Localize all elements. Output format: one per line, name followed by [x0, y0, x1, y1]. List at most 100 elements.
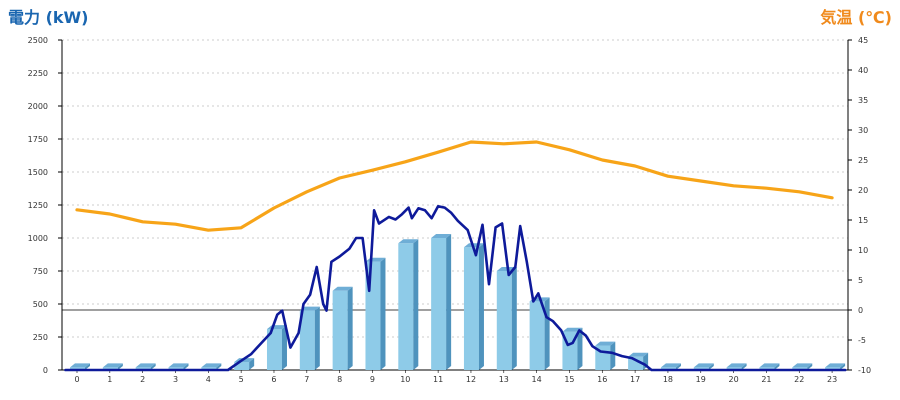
x-tick-label: 20 [729, 375, 739, 384]
bar-face [825, 367, 841, 370]
bar-top [825, 363, 846, 368]
bar-face [431, 238, 447, 370]
temperature-axis-title: 気温 (℃) [820, 8, 892, 27]
bar-side [117, 363, 123, 370]
left-tick-label: 2500 [28, 36, 48, 45]
bar-side [610, 341, 616, 370]
power-bar [496, 267, 517, 370]
right-tick-label: 0 [858, 306, 863, 315]
right-tick-label: 15 [858, 216, 868, 225]
bar-side [840, 363, 846, 370]
left-tick-label: 1000 [28, 234, 48, 243]
bar-top [726, 363, 747, 368]
bar-face [234, 362, 250, 370]
x-tick-label: 2 [140, 375, 145, 384]
right-tick-label: 35 [858, 96, 868, 105]
left-tick-label: 0 [43, 366, 48, 375]
x-tick-label: 17 [630, 375, 640, 384]
left-tick-label: 500 [33, 300, 48, 309]
x-tick-label: 3 [173, 375, 178, 384]
axes-layer [58, 39, 852, 373]
left-tick-label: 750 [33, 267, 48, 276]
bar-face [693, 367, 709, 370]
power-bar [168, 363, 189, 370]
bar-side [314, 306, 320, 370]
bar-side [446, 234, 452, 370]
grid-layer [62, 39, 848, 338]
x-tick-label: 23 [827, 375, 837, 384]
power-line [64, 205, 847, 372]
power-bar [529, 297, 550, 370]
bar-face [299, 310, 315, 370]
bar-face [332, 290, 348, 370]
bar-top [102, 363, 123, 368]
bar-face [660, 367, 676, 370]
right-tick-label: 5 [858, 276, 863, 285]
x-tick-label: 19 [696, 375, 706, 384]
bar-face [266, 329, 282, 370]
bar-side [478, 243, 484, 370]
bar-side [183, 363, 189, 370]
left-tick-label: 2000 [28, 102, 48, 111]
power-bar [562, 327, 583, 370]
bar-face [726, 367, 742, 370]
x-tick-label: 10 [400, 375, 410, 384]
x-tick-label: 8 [337, 375, 342, 384]
power-bar [693, 363, 714, 370]
bar-top [70, 363, 90, 368]
bar-side [413, 239, 419, 370]
bar-face [201, 367, 217, 370]
bar-top [660, 363, 681, 368]
x-tick-label: 15 [564, 375, 574, 384]
labels-layer: 02505007501000125015001750200022502500-1… [28, 36, 871, 384]
power-bar [299, 306, 320, 370]
power-bar [726, 363, 747, 370]
right-tick-label: 45 [858, 36, 868, 45]
bar-face [792, 367, 808, 370]
bar-side [150, 363, 156, 370]
bar-top [693, 363, 714, 368]
bar-top [792, 363, 813, 368]
bars-layer [70, 234, 846, 370]
left-tick-label: 1750 [28, 135, 48, 144]
power-bar [595, 341, 616, 370]
bar-face [496, 271, 512, 370]
power-bar [102, 363, 123, 370]
bar-top [332, 286, 353, 291]
bar-top [135, 363, 156, 368]
power-bar [398, 239, 419, 370]
bar-side [544, 297, 550, 370]
bar-top [628, 352, 649, 357]
bar-side [807, 363, 813, 370]
bar-side [281, 325, 287, 370]
x-tick-label: 18 [663, 375, 673, 384]
bar-face [168, 367, 184, 370]
bar-top [595, 341, 616, 346]
bar-face [628, 356, 644, 370]
bar-face [102, 367, 118, 370]
bar-side [511, 267, 517, 370]
bar-side [675, 363, 681, 370]
power-bar [70, 363, 90, 370]
bar-side [216, 363, 222, 370]
right-tick-label: -5 [858, 336, 866, 345]
left-tick-label: 250 [33, 333, 48, 342]
bar-face [398, 243, 414, 370]
right-tick-label: 25 [858, 156, 868, 165]
power-bar [759, 363, 780, 370]
bar-top [201, 363, 222, 368]
x-tick-label: 21 [761, 375, 771, 384]
power-axis-title: 電力 (kW) [8, 8, 89, 27]
x-tick-label: 12 [466, 375, 476, 384]
x-tick-label: 6 [271, 375, 276, 384]
power-bar [792, 363, 813, 370]
right-tick-label: 40 [858, 66, 868, 75]
lines-layer [64, 140, 847, 372]
x-tick-label: 22 [794, 375, 804, 384]
x-tick-label: 5 [239, 375, 244, 384]
x-tick-label: 16 [597, 375, 607, 384]
bar-top [759, 363, 780, 368]
x-tick-label: 14 [532, 375, 542, 384]
right-tick-label: -10 [858, 366, 871, 375]
